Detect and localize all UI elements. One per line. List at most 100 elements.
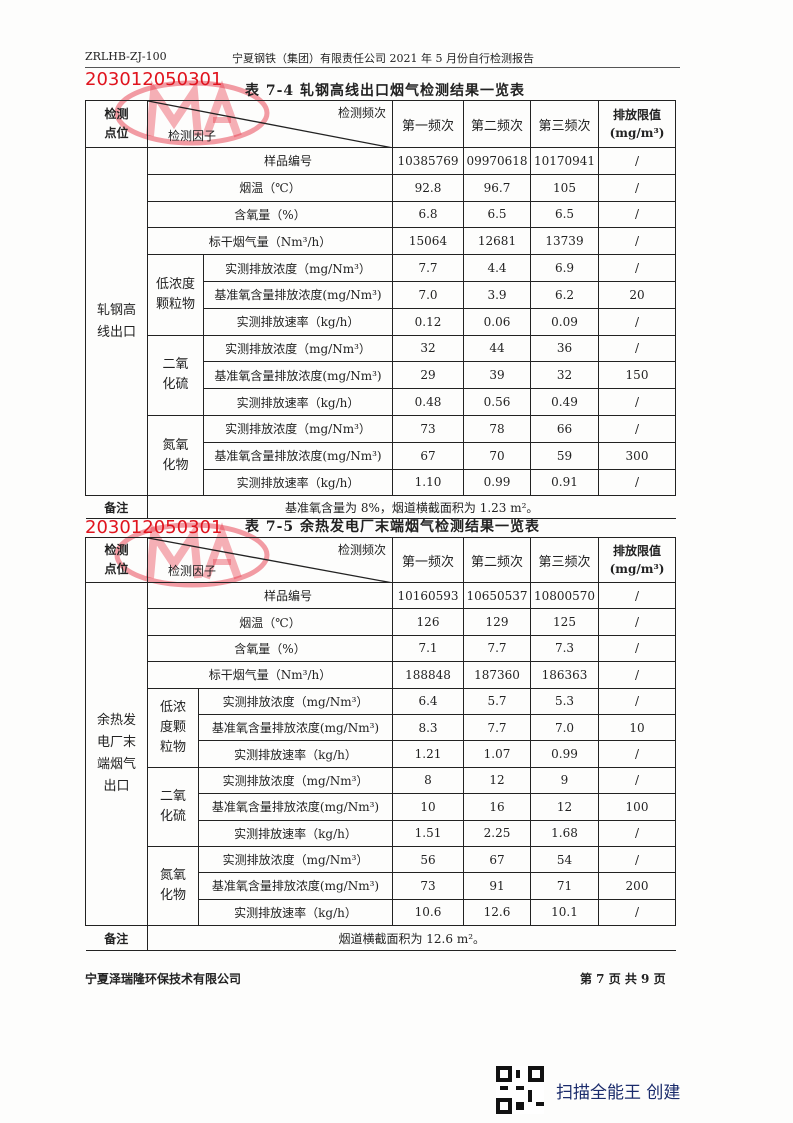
page-number: 第 7 页 共 9 页	[580, 972, 666, 986]
value-cell: 126	[392, 608, 464, 636]
limit-cell: /	[598, 334, 676, 363]
value-cell: 6.9	[530, 254, 599, 282]
value-cell: 10.1	[530, 898, 599, 927]
table-row: 烟温（℃） 126 129 125/	[86, 608, 676, 636]
limit-header: 排放限值 (mg/m³)	[598, 100, 676, 148]
limit-cell: 20	[598, 280, 676, 309]
limit-cell: /	[598, 661, 676, 689]
factor-cell: 基准氧含量排放浓度(mg/Nm³)	[203, 441, 393, 470]
table-row: 氮氧 化物 实测排放浓度（mg/Nm³） 56 67 54/	[86, 845, 676, 927]
limit-cell: /	[598, 200, 676, 229]
table-row: 低浓度 颗粒物 实测排放浓度（mg/Nm³） 7.7 4.4 6.9/	[86, 254, 676, 336]
limit-header: 排放限值 (mg/m³)	[598, 537, 676, 583]
table-row: 烟温（℃） 92.8 96.7 105/	[86, 173, 676, 202]
limit-cell: /	[598, 468, 676, 497]
table-row: 基准氧含量排放浓度(mg/Nm³) 7.0 3.9 6.2 20	[86, 280, 676, 309]
table-row: 标干烟气量（Nm³/h） 15064 12681 13739/	[86, 227, 676, 256]
value-cell: 9	[530, 766, 599, 795]
table-row: 轧钢高 线出口 样品编号 10385769 09970618 10170941/	[85, 146, 676, 497]
limit-cell: 300	[598, 441, 676, 470]
value-cell: 7.0	[530, 713, 599, 742]
limit-cell: 200	[598, 872, 676, 900]
remark-text: 基准氧含量为 8%，烟道横截面积为 1.23 m²。	[147, 495, 676, 520]
value-cell: 1.07	[463, 740, 531, 768]
pollutant-group-cell: 二氧 化硫	[147, 766, 199, 847]
value-cell: 70	[463, 441, 531, 470]
frequency-header-3: 第三频次	[530, 537, 599, 583]
value-cell: 0.56	[463, 388, 531, 416]
limit-cell: /	[598, 740, 676, 768]
limit-cell: /	[598, 581, 676, 610]
results-table-7-5: 检测 点位 检测频次 检测因子 第一频次 第二频次 第三频次 排放限值 (mg/m³) 余热发…	[85, 537, 676, 952]
value-cell: 8	[392, 766, 464, 795]
value-cell: 6.5	[530, 200, 599, 229]
value-cell: 56	[392, 845, 464, 874]
value-cell: 0.12	[392, 307, 464, 336]
value-cell: 59	[530, 441, 599, 470]
pollutant-group-cell: 氮氧 化物	[147, 414, 204, 497]
factor-cell: 基准氧含量排放浓度(mg/Nm³)	[203, 280, 393, 309]
value-cell: 0.49	[530, 388, 599, 416]
value-cell: 3.9	[463, 280, 531, 309]
results-table-7-4: 检测 点位 检测频次 检测因子 第一频次 第二频次 第三频次 排放限值 (mg/m³) 轧钢高…	[85, 100, 676, 520]
limit-cell: /	[598, 254, 676, 282]
header-rule	[85, 67, 680, 68]
factor-cell: 实测排放浓度（mg/Nm³）	[203, 334, 393, 363]
diagonal-header: 检测频次 检测因子	[147, 537, 393, 583]
table-row: 低浓 度颗 粒物 实测排放浓度（mg/Nm³） 6.4 5.7 5.3/	[86, 687, 676, 768]
factor-cell: 标干烟气量（Nm³/h）	[147, 227, 393, 256]
value-cell: 7.1	[392, 634, 464, 663]
scanner-watermark: 扫描全能王 创建	[556, 1083, 681, 1103]
factor-cell: 实测排放浓度（mg/Nm³）	[203, 254, 393, 282]
frequency-label: 检测频次	[337, 106, 386, 120]
table-row: 实测排放速率（kg/h） 1.21 1.07 0.99/	[86, 740, 676, 768]
header-row: 检测 点位 检测频次 检测因子 第一频次 第二频次 第三频次 排放限值 (mg/m³)	[85, 100, 676, 148]
value-cell: 92.8	[392, 173, 464, 202]
frequency-header-1: 第一频次	[392, 100, 464, 148]
value-cell: 13739	[530, 227, 599, 256]
value-cell: 54	[530, 845, 599, 874]
value-cell: 2.25	[463, 819, 531, 847]
table-row: 基准氧含量排放浓度(mg/Nm³) 67 70 59 300	[86, 441, 676, 470]
factor-cell: 基准氧含量排放浓度(mg/Nm³)	[203, 361, 393, 390]
factor-cell: 实测排放速率（kg/h）	[203, 307, 393, 336]
value-cell: 32	[392, 334, 464, 363]
value-cell: 7.7	[392, 254, 464, 282]
factor-cell: 含氧量（%）	[147, 200, 393, 229]
value-cell: 16	[463, 793, 531, 821]
limit-cell: /	[598, 147, 676, 175]
limit-cell: /	[598, 634, 676, 663]
frequency-header-2: 第二频次	[463, 537, 531, 583]
value-cell: 10160593	[392, 581, 464, 610]
pollutant-group-cell: 氮氧 化物	[147, 845, 199, 927]
value-cell: 73	[392, 872, 464, 900]
limit-cell: /	[598, 388, 676, 416]
factor-label: 检测因子	[168, 129, 217, 143]
value-cell: 0.06	[463, 307, 531, 336]
value-cell: 66	[530, 414, 599, 443]
remark-text: 烟道横截面积为 12.6 m²。	[147, 925, 676, 952]
qr-code-icon	[496, 1066, 544, 1114]
frequency-header-1: 第一频次	[392, 537, 464, 583]
value-cell: 105	[530, 173, 599, 202]
stamp-number: 203012050301	[85, 69, 223, 90]
factor-cell: 基准氧含量排放浓度(mg/Nm³)	[198, 793, 393, 821]
limit-cell: 150	[598, 361, 676, 390]
factor-cell: 烟温（℃）	[147, 608, 393, 636]
value-cell: 10	[392, 793, 464, 821]
table-row: 氮氧 化物 实测排放浓度（mg/Nm³） 73 78 66/	[86, 414, 676, 497]
factor-cell: 标干烟气量（Nm³/h）	[147, 661, 393, 689]
table-row: 实测排放速率（kg/h） 10.6 12.6 10.1/	[86, 898, 676, 927]
value-cell: 96.7	[463, 173, 531, 202]
value-cell: 32	[530, 361, 599, 390]
table-row: 基准氧含量排放浓度(mg/Nm³) 29 39 32 150	[86, 361, 676, 390]
value-cell: 09970618	[463, 147, 531, 175]
limit-cell: /	[598, 766, 676, 795]
factor-cell: 基准氧含量排放浓度(mg/Nm³)	[198, 872, 393, 900]
factor-cell: 实测排放速率（kg/h）	[198, 740, 393, 768]
value-cell: 15064	[392, 227, 464, 256]
limit-cell: /	[598, 307, 676, 336]
limit-cell: 10	[598, 713, 676, 742]
value-cell: 6.4	[392, 687, 464, 715]
